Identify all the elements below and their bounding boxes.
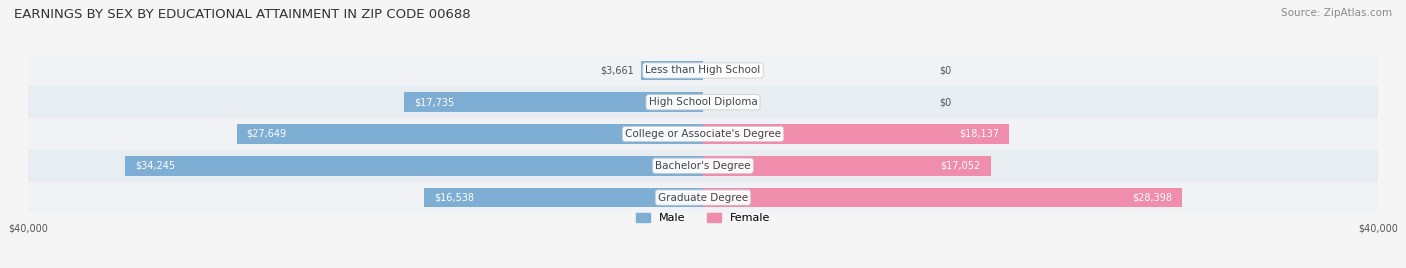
Text: $28,398: $28,398	[1132, 192, 1173, 203]
Text: High School Diploma: High School Diploma	[648, 97, 758, 107]
Text: Bachelor's Degree: Bachelor's Degree	[655, 161, 751, 171]
Bar	[404, 92, 703, 112]
Bar	[425, 188, 703, 207]
Text: $27,649: $27,649	[246, 129, 287, 139]
Legend: Male, Female: Male, Female	[631, 209, 775, 228]
Text: Source: ZipAtlas.com: Source: ZipAtlas.com	[1281, 8, 1392, 18]
Bar	[703, 188, 1182, 207]
Bar	[125, 156, 703, 176]
Bar	[703, 156, 991, 176]
Bar	[28, 150, 1378, 182]
Text: $17,735: $17,735	[413, 97, 454, 107]
Bar	[28, 182, 1378, 213]
Text: Less than High School: Less than High School	[645, 65, 761, 76]
Bar	[28, 86, 1378, 118]
Text: $3,661: $3,661	[600, 65, 634, 76]
Text: Graduate Degree: Graduate Degree	[658, 192, 748, 203]
Bar	[28, 55, 1378, 86]
Bar	[703, 124, 1010, 144]
Bar	[28, 118, 1378, 150]
Text: College or Associate's Degree: College or Associate's Degree	[626, 129, 780, 139]
Text: $34,245: $34,245	[135, 161, 176, 171]
Bar	[641, 61, 703, 80]
Text: $16,538: $16,538	[434, 192, 474, 203]
Text: $18,137: $18,137	[959, 129, 998, 139]
Text: EARNINGS BY SEX BY EDUCATIONAL ATTAINMENT IN ZIP CODE 00688: EARNINGS BY SEX BY EDUCATIONAL ATTAINMEN…	[14, 8, 471, 21]
Text: $0: $0	[939, 97, 952, 107]
Text: $17,052: $17,052	[941, 161, 980, 171]
Text: $0: $0	[939, 65, 952, 76]
Bar	[236, 124, 703, 144]
